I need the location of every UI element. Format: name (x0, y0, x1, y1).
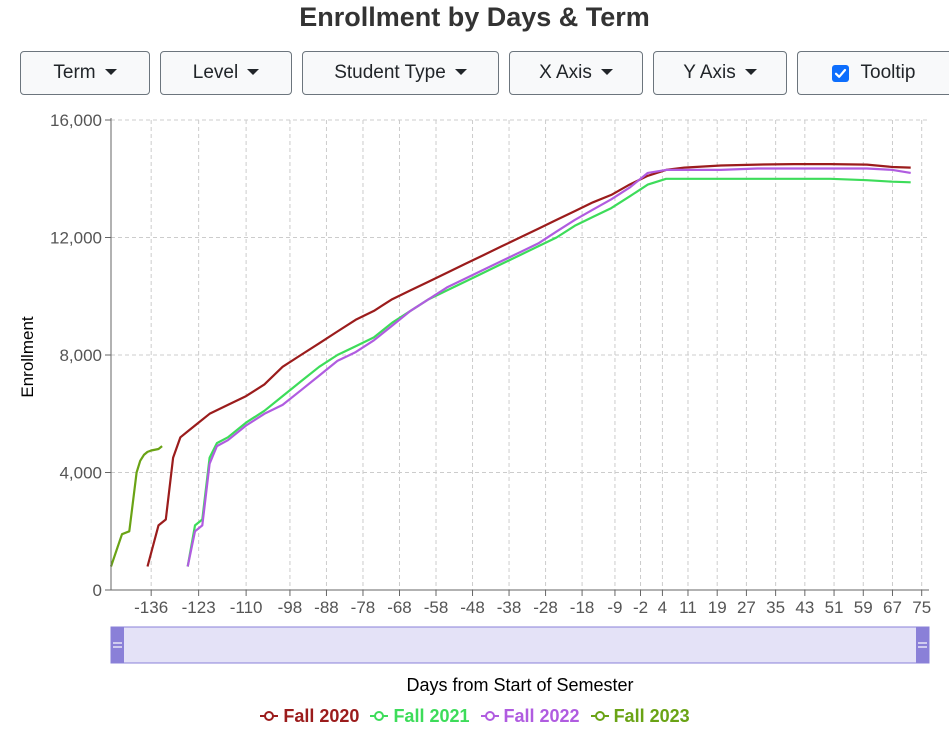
legend-item-fall-2021[interactable]: Fall 2021 (369, 705, 470, 727)
level-label: Level (192, 62, 239, 83)
y-tick-label: 12,000 (50, 229, 102, 248)
x-axis-dropdown[interactable]: X Axis (509, 51, 643, 95)
x-tick-label: 27 (737, 598, 756, 617)
caret-down-icon (247, 69, 260, 75)
x-axis-title: Days from Start of Semester (406, 675, 633, 695)
legend-item-fall-2023[interactable]: Fall 2023 (590, 706, 690, 727)
x-tick-label: 67 (883, 598, 902, 617)
y-tick-label: 0 (93, 581, 102, 600)
y-axis-label: Y Axis (683, 62, 736, 83)
range-slider-right-handle[interactable] (916, 627, 929, 663)
series-line-fall-2021 (186, 177, 911, 567)
checkmark-icon (834, 68, 846, 78)
range-slider[interactable] (110, 626, 930, 664)
x-tick-label: -28 (533, 598, 558, 617)
y-tick-labels: 0 4,000 8,000 12,000 16,000 (50, 111, 102, 600)
x-tick-label: -78 (351, 598, 376, 617)
legend-label: Fall 2022 (503, 705, 580, 726)
series-line-fall-2022 (186, 167, 911, 567)
x-tick-label: 11 (679, 598, 697, 617)
y-axis-dropdown[interactable]: Y Axis (653, 51, 787, 95)
x-tick-label: 19 (708, 598, 727, 617)
toolbar: Term Level Student Type X Axis Y Axis To… (0, 51, 949, 99)
x-tick-label: -18 (570, 598, 595, 617)
legend-item-fall-2020[interactable]: Fall 2020 (259, 706, 359, 727)
series-lines (109, 163, 911, 567)
x-tick-labels: -136 -123 -110 -98 -88 -78 -68 -58 -48 -38 -28 -18-… (134, 598, 931, 617)
x-tick-label: -2 (633, 598, 648, 617)
x-tick-label: -98 (278, 598, 303, 617)
student-type-dropdown[interactable]: Student Type (302, 51, 499, 95)
tooltip-checkbox[interactable] (831, 64, 849, 82)
x-tick-label: -48 (460, 598, 485, 617)
term-dropdown[interactable]: Term (20, 51, 150, 95)
series-line-fall-2023 (109, 445, 163, 567)
legend-label: Fall 2020 (283, 705, 360, 726)
x-tick-label: 75 (912, 598, 931, 617)
legend: Fall 2020 Fall 2021 Fall 2022 Fall 2023 (0, 704, 949, 728)
x-tick-label: -123 (182, 598, 216, 617)
legend-marker-icon (370, 711, 389, 721)
caret-down-icon (104, 69, 117, 75)
x-tick-label: -88 (314, 598, 339, 617)
tooltip-label: Tooltip (860, 62, 916, 83)
x-tick-label: -38 (497, 598, 522, 617)
x-tick-label: 35 (766, 598, 785, 617)
x-tick-label: -136 (134, 598, 168, 617)
level-dropdown[interactable]: Level (160, 51, 292, 95)
legend-marker-icon (480, 711, 499, 721)
x-tick-label: -68 (387, 598, 412, 617)
legend-label: Fall 2023 (613, 705, 690, 726)
term-label: Term (53, 62, 96, 83)
x-axis-label: X Axis (539, 62, 592, 83)
legend-marker-icon (590, 711, 609, 721)
x-tick-label: 4 (658, 598, 667, 617)
y-tick-label: 8,000 (59, 346, 102, 365)
axes (105, 118, 929, 596)
caret-down-icon (744, 69, 757, 75)
tooltip-toggle[interactable]: Tooltip (797, 51, 949, 95)
student-type-label: Student Type (334, 62, 446, 83)
x-tick-label: -110 (230, 598, 263, 617)
legend-item-fall-2022[interactable]: Fall 2022 (480, 706, 580, 727)
range-slider-track[interactable] (110, 626, 930, 664)
x-tick-label: 51 (825, 598, 844, 617)
range-slider-left-handle[interactable] (111, 627, 124, 663)
y-tick-label: 4,000 (59, 464, 102, 483)
legend-marker-icon (260, 711, 279, 721)
chart-title: Enrollment by Days & Term (299, 2, 650, 32)
caret-down-icon (454, 69, 467, 75)
x-tick-label: -58 (424, 598, 449, 617)
legend-label: Fall 2021 (393, 705, 470, 726)
x-tick-label: 43 (795, 598, 814, 617)
x-tick-label: -9 (607, 598, 622, 617)
series-line-fall-2020 (146, 163, 911, 567)
caret-down-icon (600, 69, 613, 75)
y-axis-title: Enrollment (18, 316, 37, 398)
y-tick-label: 16,000 (50, 111, 102, 130)
x-tick-label: 59 (854, 598, 873, 617)
grid-lines (111, 119, 929, 590)
